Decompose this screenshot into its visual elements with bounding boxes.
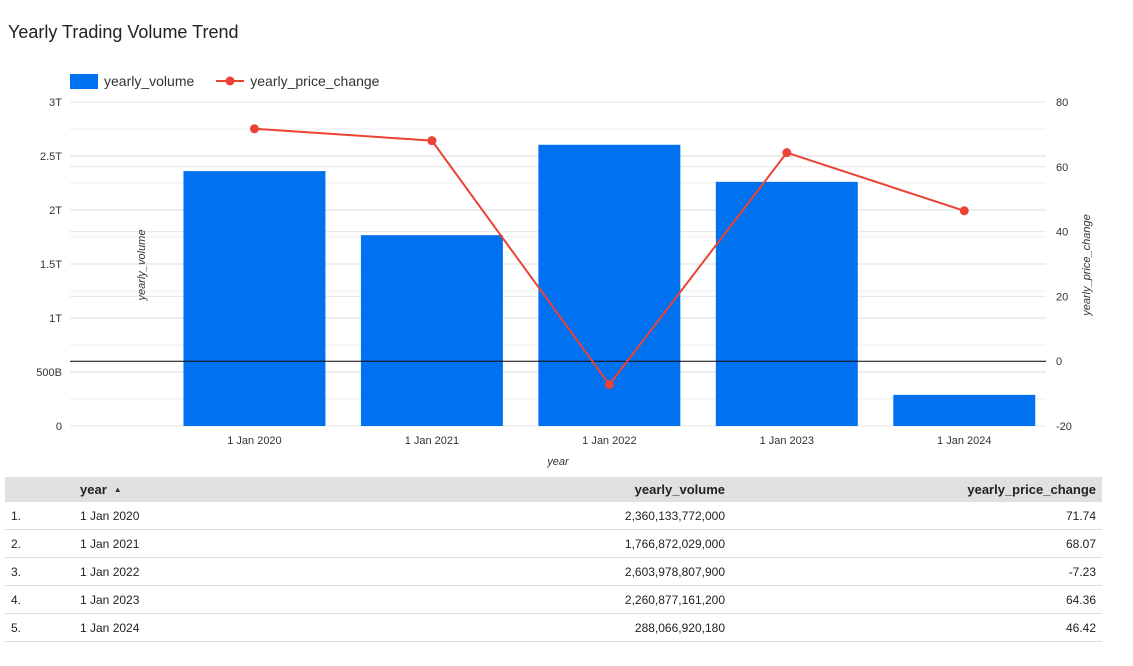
volume-bar — [893, 394, 1036, 426]
price-change-point — [782, 148, 792, 158]
header-yearly-volume[interactable]: yearly_volume — [634, 482, 725, 497]
y-tick-label: 500B — [36, 367, 62, 379]
table-row: 5. 1 Jan 2024 288,066,920,180 46.42 — [5, 614, 1102, 642]
price-change-point — [604, 380, 614, 390]
price-change-point — [249, 124, 259, 134]
y2-tick-label: 40 — [1056, 227, 1068, 239]
legend-swatch-volume — [70, 73, 98, 89]
cell-yearly-price-change: 46.42 — [1065, 620, 1096, 635]
y-tick-label: 1.5T — [40, 259, 62, 271]
volume-bar — [360, 235, 503, 426]
table-row: 3. 1 Jan 2022 2,603,978,807,900 -7.23 — [5, 558, 1102, 586]
data-table: year ▲ yearly_volume yearly_price_change… — [5, 477, 1102, 642]
y-axis-title: yearly_volume — [136, 230, 148, 302]
chart-title: Yearly Trading Volume Trend — [8, 22, 239, 42]
price-change-point — [427, 136, 437, 146]
y-tick-label: 0 — [56, 421, 62, 433]
combo-chart: 0 500B 1T 1.5T 2T 2.5T 3T -20 0 20 40 60 80 1 Jan 202… — [36, 97, 1093, 468]
chart-legend: yearly_volume yearly_price_change — [70, 72, 401, 90]
y-tick-label: 1T — [49, 313, 62, 325]
header-yearly-price-change[interactable]: yearly_price_change — [967, 482, 1096, 497]
y-tick-label: 2T — [49, 205, 62, 217]
y-tick-label: 3T — [49, 97, 62, 109]
cell-yearly-price-change: -7.23 — [1068, 564, 1096, 579]
row-index: 5. — [11, 620, 22, 635]
cell-yearly-volume: 2,360,133,772,000 — [624, 508, 725, 523]
x-tick-label: 1 Jan 2021 — [405, 435, 459, 447]
volume-bar — [183, 171, 326, 426]
sort-ascending-icon: ▲ — [113, 485, 122, 494]
table-header: year ▲ yearly_volume yearly_price_change — [5, 477, 1102, 502]
y2-tick-label: 20 — [1056, 291, 1068, 303]
legend-line-price-change-icon — [216, 76, 245, 86]
axis-layer: 0 500B 1T 1.5T 2T 2.5T 3T -20 0 20 40 60 80 1 Jan 202… — [36, 97, 1072, 447]
x-tick-label: 1 Jan 2022 — [582, 435, 636, 447]
x-tick-label: 1 Jan 2024 — [937, 435, 991, 447]
legend-item-volume[interactable]: yearly_volume — [70, 73, 194, 89]
table-row: 1. 1 Jan 2020 2,360,133,772,000 71.74 — [5, 502, 1102, 530]
cell-yearly-volume: 288,066,920,180 — [634, 620, 725, 635]
table-row: 2. 1 Jan 2021 1,766,872,029,000 68.07 — [5, 530, 1102, 558]
cell-yearly-price-change: 68.07 — [1065, 536, 1096, 551]
x-tick-label: 1 Jan 2020 — [227, 435, 281, 447]
row-index: 3. — [11, 564, 22, 579]
legend-label-volume: yearly_volume — [104, 73, 195, 89]
y2-tick-label: 80 — [1056, 97, 1068, 109]
x-tick-label: 1 Jan 2023 — [760, 435, 814, 447]
cell-yearly-volume: 1,766,872,029,000 — [624, 536, 725, 551]
volume-bar — [538, 144, 681, 426]
cell-year: 1 Jan 2024 — [80, 620, 140, 635]
cell-yearly-volume: 2,603,978,807,900 — [624, 564, 725, 579]
line-layer — [249, 124, 969, 390]
table-row: 4. 1 Jan 2023 2,260,877,161,200 64.36 — [5, 586, 1102, 614]
y2-tick-label: -20 — [1056, 421, 1072, 433]
cell-yearly-price-change: 64.36 — [1065, 592, 1096, 607]
row-index: 2. — [11, 536, 22, 551]
cell-year: 1 Jan 2021 — [80, 536, 140, 551]
price-change-point — [959, 206, 969, 216]
y2-tick-label: 60 — [1056, 162, 1068, 174]
table-body: 1. 1 Jan 2020 2,360,133,772,000 71.74 2. 1 Ja… — [5, 502, 1102, 642]
row-index: 1. — [11, 508, 22, 523]
cell-year: 1 Jan 2023 — [80, 592, 140, 607]
cell-year: 1 Jan 2022 — [80, 564, 140, 579]
cell-year: 1 Jan 2020 — [80, 508, 140, 523]
bar-layer — [183, 144, 1036, 426]
header-year-label: year — [80, 482, 107, 497]
y2-tick-label: 0 — [1056, 356, 1062, 368]
legend-label-price-change: yearly_price_change — [250, 73, 380, 89]
x-axis-title: year — [546, 456, 570, 468]
legend-item-price-change[interactable]: yearly_price_change — [216, 73, 379, 89]
y2-axis-title: yearly_price_change — [1081, 214, 1093, 317]
row-index: 4. — [11, 592, 22, 607]
y-tick-label: 2.5T — [40, 151, 62, 163]
cell-yearly-price-change: 71.74 — [1065, 508, 1096, 523]
header-year[interactable]: year ▲ — [80, 482, 380, 497]
cell-yearly-volume: 2,260,877,161,200 — [624, 592, 725, 607]
volume-bar — [715, 181, 858, 426]
